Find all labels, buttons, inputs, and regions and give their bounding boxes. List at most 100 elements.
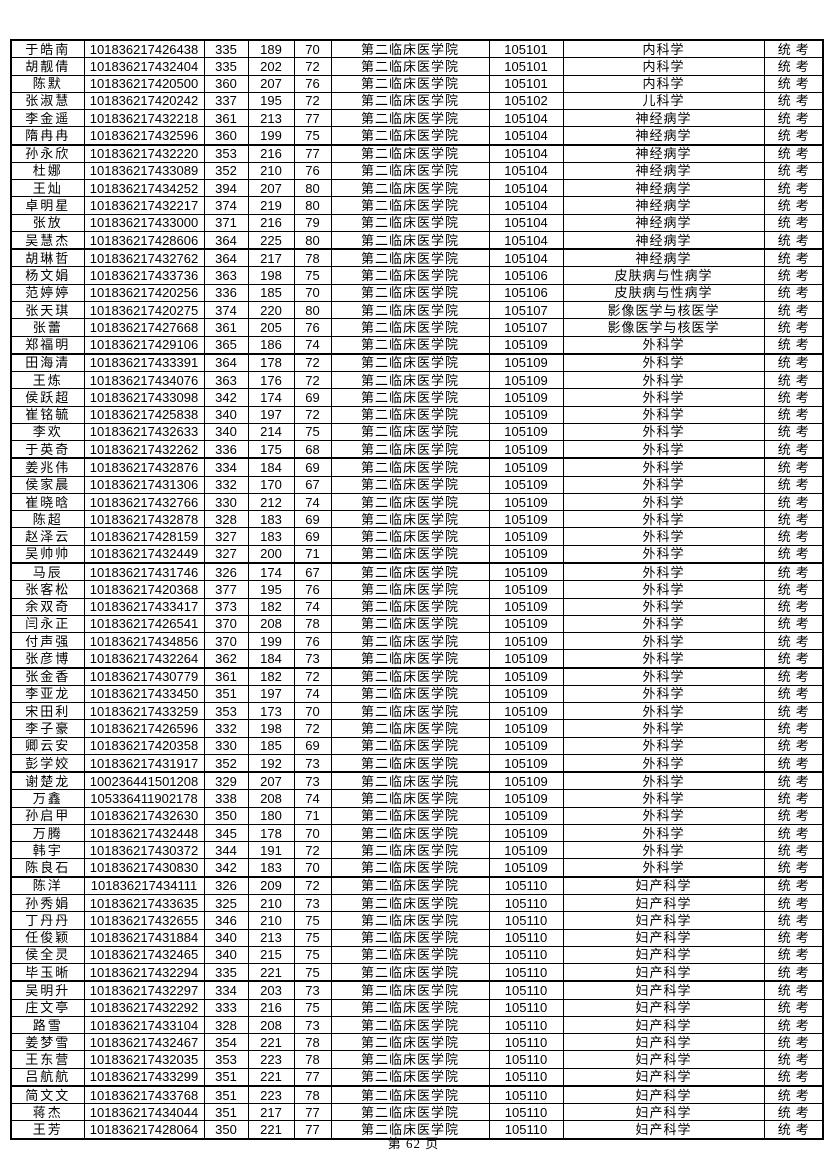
score-business: 200	[247, 544, 295, 564]
score-comprehensive: 73	[293, 894, 332, 913]
score-business: 225	[247, 230, 295, 251]
score-comprehensive: 70	[293, 283, 332, 302]
college: 第二临床医学院	[330, 527, 490, 546]
college: 第二临床医学院	[330, 283, 490, 302]
score-business: 208	[247, 1015, 295, 1035]
candidate-id: 101836217420500	[83, 74, 205, 93]
score-business: 214	[247, 422, 295, 442]
candidate-id: 101836217432292	[83, 998, 205, 1017]
candidate-id: 101836217432878	[83, 510, 205, 529]
major-name: 外科学	[562, 841, 765, 860]
exam-type: 统考	[763, 858, 824, 878]
score-business: 207	[247, 771, 295, 791]
table-row: 卿云安 101836217420358 330 185 69 第二临床医学院 105109 外…	[10, 736, 824, 755]
student-name: 吴慧杰	[10, 230, 85, 251]
major-name: 妇产科学	[562, 963, 765, 983]
candidate-id: 101836217432264	[83, 649, 205, 669]
score-comprehensive: 75	[293, 945, 332, 965]
college: 第二临床医学院	[330, 266, 490, 285]
student-name: 任俊颖	[10, 928, 85, 947]
score-total: 370	[203, 632, 249, 651]
major-name: 外科学	[562, 736, 765, 755]
page-footer: 第 62 页	[387, 1136, 440, 1151]
table-row: 万鑫 105336411902178 338 208 74 第二临床医学院 105109 外科…	[10, 789, 824, 808]
major-name: 妇产科学	[562, 1120, 765, 1140]
score-business: 184	[247, 649, 295, 669]
exam-type: 统考	[763, 39, 824, 59]
score-comprehensive: 67	[293, 562, 332, 582]
candidate-id: 101836217433089	[83, 161, 205, 181]
score-comprehensive: 80	[293, 230, 332, 251]
score-business: 207	[247, 74, 295, 93]
major-code: 105104	[488, 196, 564, 215]
student-name: 张天琪	[10, 300, 85, 320]
candidate-id: 101836217433259	[83, 702, 205, 721]
candidate-id: 101836217431884	[83, 928, 205, 947]
student-name: 张淑慧	[10, 91, 85, 111]
student-name: 孙秀娟	[10, 894, 85, 913]
table-row: 杜娜 101836217433089 352 210 76 第二临床医学院 105104 神经…	[10, 161, 824, 181]
table-row: 李金遥 101836217432218 361 213 77 第二临床医学院 105104 神…	[10, 109, 824, 128]
exam-type: 统考	[763, 1085, 824, 1105]
candidate-id: 101836217433391	[83, 353, 205, 373]
score-comprehensive: 73	[293, 649, 332, 669]
score-comprehensive: 70	[293, 702, 332, 721]
score-total: 352	[203, 753, 249, 774]
candidate-id: 101836217432655	[83, 911, 205, 930]
score-total: 342	[203, 388, 249, 407]
major-code: 105109	[488, 510, 564, 529]
exam-type: 统考	[763, 980, 824, 1000]
score-business: 191	[247, 841, 295, 860]
major-code: 105104	[488, 213, 564, 232]
student-name: 郑福明	[10, 335, 85, 355]
college: 第二临床医学院	[330, 422, 490, 442]
exam-type: 统考	[763, 1103, 824, 1122]
exam-type: 统考	[763, 945, 824, 965]
major-code: 105106	[488, 266, 564, 285]
exam-type: 统考	[763, 371, 824, 390]
exam-type: 统考	[763, 876, 824, 896]
student-name: 范婷婷	[10, 283, 85, 302]
college: 第二临床医学院	[330, 998, 490, 1017]
score-comprehensive: 69	[293, 510, 332, 529]
major-code: 105109	[488, 371, 564, 390]
major-name: 妇产科学	[562, 928, 765, 947]
student-name: 陈洋	[10, 876, 85, 896]
college: 第二临床医学院	[330, 597, 490, 616]
candidate-id: 100236441501208	[83, 771, 205, 791]
college: 第二临床医学院	[330, 667, 490, 686]
exam-type: 统考	[763, 492, 824, 512]
score-comprehensive: 73	[293, 753, 332, 774]
table-row: 赵泽云 101836217428159 327 183 69 第二临床医学院 105109 外…	[10, 527, 824, 546]
table-row: 李子豪 101836217426596 332 198 72 第二临床医学院 105109 外…	[10, 719, 824, 738]
exam-type: 统考	[763, 422, 824, 442]
exam-type: 统考	[763, 719, 824, 738]
table-row: 田海清 101836217433391 364 178 72 第二临床医学院 105109 外…	[10, 353, 824, 373]
candidate-id: 101836217428606	[83, 230, 205, 251]
major-code: 105110	[488, 980, 564, 1000]
student-name: 田海清	[10, 353, 85, 373]
score-total: 351	[203, 1085, 249, 1105]
major-code: 105109	[488, 841, 564, 860]
table-row: 张蕾 101836217427668 361 205 76 第二临床医学院 105107 影像…	[10, 318, 824, 337]
major-name: 外科学	[562, 719, 765, 738]
major-code: 105109	[488, 422, 564, 442]
score-total: 370	[203, 614, 249, 634]
exam-type: 统考	[763, 649, 824, 669]
major-code: 105109	[488, 649, 564, 669]
score-total: 374	[203, 300, 249, 320]
major-code: 105110	[488, 894, 564, 913]
table-row: 孙秀娟 101836217433635 325 210 73 第二临床医学院 105110 妇…	[10, 894, 824, 913]
table-row: 余双奇 101836217433417 373 182 74 第二临床医学院 105109 外…	[10, 597, 824, 616]
candidate-id: 101836217432448	[83, 823, 205, 843]
score-comprehensive: 78	[293, 1085, 332, 1105]
exam-type: 统考	[763, 230, 824, 251]
college: 第二临床医学院	[330, 109, 490, 128]
college: 第二临床医学院	[330, 771, 490, 791]
exam-type: 统考	[763, 144, 824, 163]
exam-type: 统考	[763, 562, 824, 582]
candidate-id: 101836217432633	[83, 422, 205, 442]
college: 第二临床医学院	[330, 213, 490, 232]
exam-type: 统考	[763, 597, 824, 616]
candidate-id: 101836217430830	[83, 858, 205, 878]
